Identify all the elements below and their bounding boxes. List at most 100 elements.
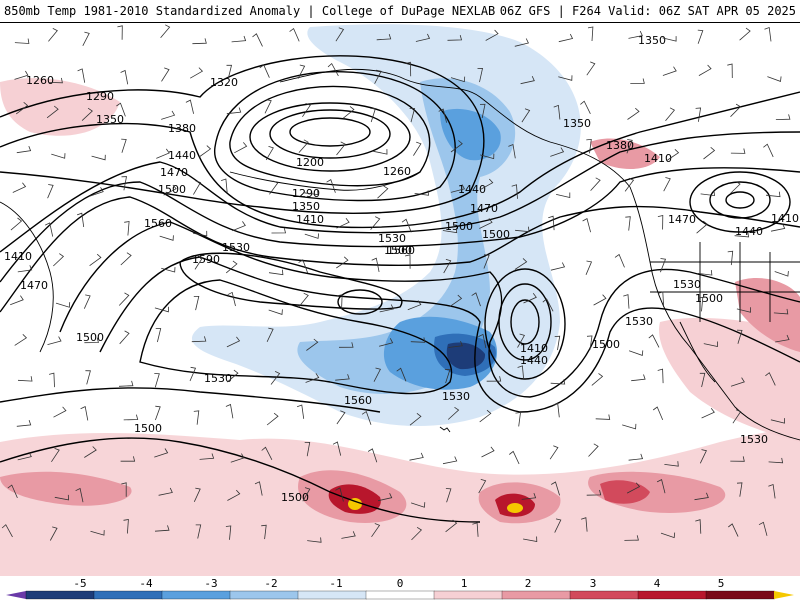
wind-barb (622, 423, 637, 430)
wind-barb (652, 406, 664, 421)
wind-barb (195, 524, 202, 539)
wind-barb (591, 373, 604, 386)
wind-barb (556, 192, 571, 199)
wind-barb (595, 414, 611, 420)
wind-barb (614, 253, 625, 268)
model-valid-time: 06Z GFS | F264 Valid: 06Z SAT APR 05 202… (499, 4, 796, 18)
wind-barb (625, 216, 631, 231)
wind-barb (552, 402, 560, 418)
wind-barb (81, 107, 93, 121)
wind-barb (51, 153, 66, 159)
wind-barb (83, 294, 91, 309)
wind-barb (701, 407, 715, 419)
wind-barb (409, 452, 424, 461)
wind-barb (558, 75, 573, 81)
wind-barb (443, 259, 452, 274)
wind-barb (447, 406, 460, 420)
wind-barb (371, 257, 380, 272)
wind-barb (302, 103, 311, 118)
wind-barb (123, 519, 129, 534)
wind-barb (662, 66, 677, 76)
wind-barb (47, 184, 54, 199)
warm-anomaly-core-6 (600, 480, 650, 504)
wind-barb (121, 482, 127, 497)
contour-east-low-2 (709, 181, 771, 219)
wind-barb (409, 412, 422, 426)
wind-barb (553, 104, 561, 120)
wind-barb (118, 292, 130, 306)
wind-barb (120, 69, 129, 85)
warm-anomaly-west-pacific (0, 78, 120, 136)
contour-1470 (0, 196, 800, 313)
wind-barb (697, 29, 704, 44)
wind-barb (193, 180, 202, 195)
wind-barb (657, 291, 664, 307)
wind-barb (698, 64, 712, 76)
product-title: 850mb Temp 1981-2010 Standardized Anomal… (4, 4, 496, 18)
wind-barb (47, 336, 62, 345)
wind-barb (154, 306, 169, 313)
wind-barb (326, 178, 336, 193)
wind-barb (697, 296, 704, 312)
colorbar-segment (637, 590, 707, 600)
wind-barb (370, 107, 376, 123)
colorbar-segment (569, 590, 639, 600)
wind-barb (665, 107, 676, 122)
wind-barb (448, 340, 463, 348)
wind-barb (379, 304, 394, 313)
wind-barb (509, 450, 520, 465)
wind-barb (17, 265, 33, 273)
wind-barb (478, 479, 487, 494)
contour-label: 1560 (387, 244, 415, 257)
wind-barb (450, 184, 465, 193)
wind-barb (192, 38, 207, 45)
wind-barb (664, 461, 679, 467)
contour-label: 1470 (470, 202, 498, 215)
wind-barb (657, 368, 664, 384)
contour-label: 1560 (144, 217, 172, 230)
contour-label: 1350 (563, 117, 591, 130)
us-state-grid (650, 242, 800, 322)
wind-barb (361, 410, 372, 425)
wind-barb (593, 294, 607, 306)
contour-label: 1530 (740, 433, 768, 446)
wind-barb (17, 376, 33, 382)
wind-barb (12, 182, 27, 193)
wind-barb (225, 525, 232, 540)
wind-barb (444, 368, 451, 384)
wind-barb (121, 138, 127, 153)
wind-barb (337, 294, 343, 309)
colorbar-tick: 4 (653, 577, 661, 590)
wind-barb (523, 293, 537, 304)
wind-barb (85, 370, 91, 385)
contour-subtropical-1500 (0, 437, 481, 523)
wind-barb (373, 149, 388, 155)
wind-barb (296, 404, 305, 419)
contour-label: 1290 (86, 90, 114, 103)
wind-barb (396, 367, 407, 382)
wind-barb (517, 365, 525, 380)
contour-label: 1410 (4, 250, 32, 263)
wind-barb (515, 412, 521, 427)
contour-label: 1350 (96, 113, 124, 126)
wind-barb (415, 33, 431, 42)
wind-barb (304, 189, 319, 196)
wind-barbs (1, 24, 791, 543)
wind-barb (119, 330, 130, 345)
wind-barb (234, 142, 248, 154)
wind-barb (305, 373, 320, 383)
wind-barb (481, 446, 495, 458)
wind-barb (194, 255, 204, 270)
wind-barb (483, 254, 490, 269)
contour-low-1 (510, 299, 540, 345)
wind-barb (10, 295, 24, 306)
wind-barb (478, 333, 487, 349)
colorbar-segment (365, 590, 435, 600)
wind-barb (586, 61, 596, 76)
wind-barb (226, 336, 241, 348)
header-bar: 850mb Temp 1981-2010 Standardized Anomal… (0, 0, 800, 23)
wind-barb (230, 453, 245, 463)
wind-barb (773, 308, 789, 315)
colorbar-tick: 2 (524, 577, 532, 590)
wind-barb (736, 329, 743, 344)
